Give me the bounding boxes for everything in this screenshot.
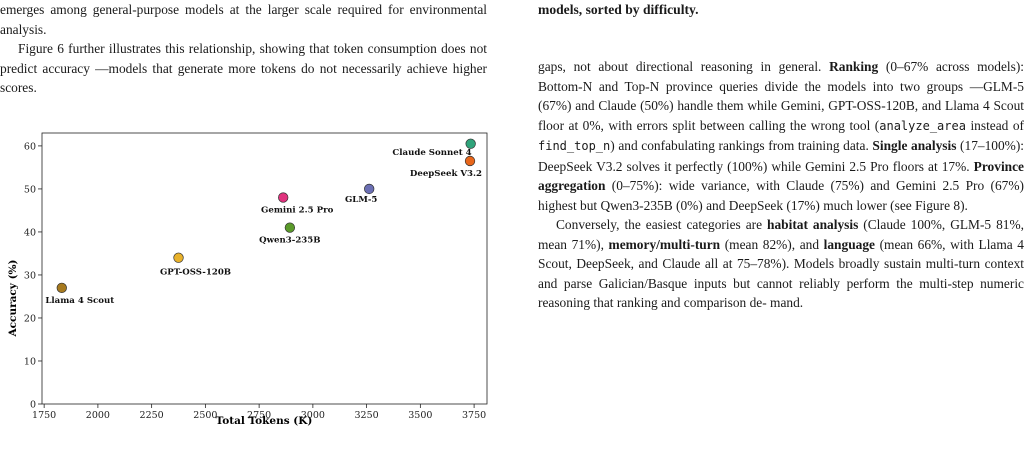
text-run: instead of [965,117,1024,133]
x-tick-label: 3500 [408,410,432,421]
text-run: (0–75%): wide variance, with Claude (75%… [538,178,1024,213]
text-run: (Claude 100%, GLM-5 81%, mean 71%), [538,217,1024,252]
point-label: GPT-OSS-120B [160,268,231,278]
point-label: Claude Sonnet 4 [392,148,471,158]
data-point [464,155,476,167]
text-run: Conversely, the easiest categories are [556,217,768,232]
left-column: emerges among general-purpose models at … [0,0,487,98]
point-label: GLM-5 [345,195,377,205]
x-tick-label: 2250 [140,410,164,421]
category-label: language [823,236,875,252]
x-axis-label: Total Tokens (K) [216,415,313,427]
point-label: DeepSeek V3.2 [410,169,482,179]
category-label: Ranking [829,59,879,74]
category-label: Single analysis [872,138,957,153]
text-run: gaps, not about directional reasoning in… [538,59,830,74]
data-point [364,183,375,195]
category-label: habitat analysis [767,217,859,232]
data-point [278,192,289,203]
code-span: analyze_area [879,118,966,133]
y-axis-label: Accuracy (%) [7,260,19,338]
chart-points: Llama 4 Scout GPT-OSS-120B Gemini 2.5 Pro Q… [45,138,482,306]
y-tick-label: 40 [24,227,36,238]
right-column: models, sorted by difficulty. gaps, not … [538,0,1024,313]
paragraph: Conversely, the easiest categories are h… [538,215,1024,313]
data-point [56,282,67,294]
y-tick-label: 0 [30,400,36,411]
x-tick-label: 3000 [301,410,325,421]
y-tick-label: 20 [24,313,36,324]
text-run: mand. [770,295,804,310]
point-label: Llama 4 Scout [45,296,114,306]
text-run: (17–100%): DeepSeek V3.2 solves it perfe… [538,138,1024,174]
x-tick-label: 1750 [32,410,56,421]
category-label: Province aggregation [538,158,1024,194]
plot-frame [41,132,488,405]
point-label: Qwen3-235B [259,236,320,246]
x-tick-label: 2750 [247,410,271,421]
paragraph: emerges among general-purpose models at … [0,2,487,37]
x-tick-label: 3250 [355,410,379,421]
figure-caption: models, sorted by difficulty. [538,2,699,17]
data-point [284,222,296,233]
text-run: ) and confabulating rankings from traini… [610,138,873,153]
x-tick-label: 2500 [193,410,217,421]
text-run: (mean 66%, with Llama 4 Scout, DeepSeek,… [538,236,1024,311]
paragraph: Figure 6 further illustrates this relati… [0,41,487,95]
code-span: find_top_n [538,139,611,153]
x-tick-label: 2000 [86,410,110,421]
chart-axes: 1750 2000 2250 2500 2750 3000 3250 3500 3750 0 10 2… [24,132,488,421]
y-tick-label: 30 [24,270,36,281]
point-label: Gemini 2.5 Pro [261,206,334,216]
data-point [173,252,184,263]
text-run: (mean 82%), and [720,236,824,252]
category-label: memory/multi-turn [608,236,721,252]
paragraph: gaps, not about directional reasoning in… [538,57,1024,215]
x-tick-label: 3750 [462,410,486,421]
text-run: (0–67% across models): Bottom-N and Top-… [538,59,1024,133]
y-tick-label: 10 [24,356,36,367]
scatter-chart: 1750 2000 2250 2500 2750 3000 3250 3500 3750 0 10 2… [7,132,488,427]
y-tick-label: 50 [24,184,36,195]
y-tick-label: 60 [24,141,36,152]
data-point [465,138,476,149]
